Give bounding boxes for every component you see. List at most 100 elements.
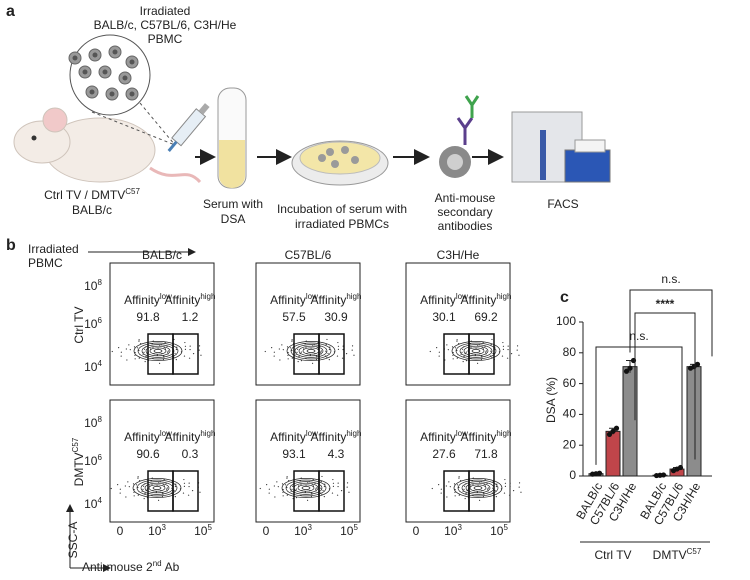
scatter-dot	[133, 491, 135, 493]
scatter-dot	[191, 490, 194, 492]
scatter-dot	[474, 354, 476, 356]
gate	[318, 470, 345, 512]
scatter-dot	[137, 476, 139, 478]
gate-value: 30.1	[432, 310, 456, 324]
text-part: Ctrl TV / DMTV	[44, 188, 125, 202]
scatter-dot	[273, 485, 275, 487]
scatter-dot	[310, 496, 313, 498]
text-part: Affinity	[420, 293, 456, 307]
scatter-dot	[289, 347, 292, 349]
scatter-dot	[328, 348, 330, 351]
scatter-dot	[189, 345, 191, 347]
panel-label: c	[560, 289, 569, 306]
scatter-dot	[321, 475, 323, 478]
superscript: high	[200, 292, 215, 301]
text-part: Anti-mouse 2	[82, 560, 153, 574]
scatter-dot	[286, 476, 288, 478]
text-part: Affinity	[420, 430, 456, 444]
scatter-dot	[327, 352, 329, 355]
text-part: 10	[84, 360, 98, 374]
superscript: 3	[307, 523, 312, 532]
scatter-dot	[286, 477, 288, 479]
scatter-dot	[453, 483, 456, 485]
superscript: 6	[97, 316, 102, 325]
superscript: 6	[97, 453, 102, 462]
scatter-dot	[199, 491, 201, 493]
label: Incubation of serum with	[277, 202, 407, 216]
syringe-icon	[167, 103, 210, 152]
cell-nucleus	[112, 49, 118, 55]
scatter-dot	[337, 485, 339, 488]
label: secondary	[437, 205, 492, 219]
text-part: 10	[294, 524, 308, 538]
scatter-dot	[189, 348, 191, 351]
scatter-dot	[504, 485, 507, 487]
gate	[318, 333, 345, 375]
superscript: C57	[687, 547, 702, 556]
scatter-dot	[273, 355, 275, 357]
text-part: 10	[194, 524, 208, 538]
cell	[351, 156, 359, 164]
text-part: Ctrl TV	[72, 306, 86, 343]
superscript: high	[200, 429, 215, 438]
data-point	[606, 431, 613, 438]
scatter-dot	[184, 345, 187, 347]
contour	[451, 341, 501, 361]
scatter-dot	[282, 491, 284, 493]
plot-frame	[255, 262, 361, 386]
text-part: 10	[84, 497, 98, 511]
y-tick-label: 108	[84, 415, 102, 431]
scatter-dot	[129, 349, 131, 351]
gate-label: Affinityhigh	[461, 429, 512, 445]
scatter-dot	[495, 485, 497, 488]
scatter-dot	[465, 492, 467, 495]
scatter-dot	[518, 486, 520, 488]
contour	[453, 478, 503, 498]
gate-label: Affinitylow	[270, 429, 318, 445]
scatter-dot	[300, 351, 302, 353]
text-part: Affinity	[165, 430, 201, 444]
scatter-dot	[174, 485, 176, 488]
scatter-dot	[311, 362, 314, 364]
scatter-dot	[188, 485, 190, 488]
superscript: 5	[353, 523, 358, 532]
superscript: 8	[97, 278, 102, 287]
y-tick-label: 104	[84, 359, 102, 375]
contour	[465, 482, 491, 494]
gate-value: 90.6	[136, 447, 160, 461]
scatter-dot	[176, 346, 178, 348]
scatter-dot	[187, 494, 190, 496]
scatter-dot	[321, 493, 323, 495]
gate-label: Affinityhigh	[165, 429, 216, 445]
scatter-dot	[351, 345, 354, 347]
y-tick-label: 106	[84, 453, 102, 469]
facs-icon	[511, 111, 611, 183]
superscript: high	[346, 292, 361, 301]
scatter-dot	[183, 478, 185, 481]
scatter-dot	[158, 362, 161, 364]
scatter-dot	[348, 491, 350, 493]
scatter-dot	[188, 357, 191, 359]
scatter-dot	[128, 486, 130, 488]
superscript: 8	[97, 415, 102, 424]
scatter-dot	[296, 351, 298, 353]
y-tick-label: 106	[84, 316, 102, 332]
gate-label: Affinityhigh	[311, 292, 362, 308]
scatter-dot	[325, 350, 327, 352]
scatter-dot	[119, 488, 121, 490]
plot-frame	[109, 262, 215, 386]
scatter-dot	[117, 484, 119, 486]
scatter-dot	[143, 497, 145, 500]
scatter-dot	[445, 485, 447, 487]
contour	[463, 345, 489, 357]
scatter-dot	[315, 359, 318, 361]
bar	[605, 430, 621, 477]
scatter-dot	[284, 484, 287, 486]
scatter-dot	[282, 349, 284, 351]
text-part: Affinity	[311, 430, 347, 444]
text-part: Affinity	[165, 293, 201, 307]
scatter-dot	[125, 496, 127, 498]
scatter-dot	[171, 487, 173, 489]
scatter-dot	[145, 355, 147, 358]
scatter-dot	[125, 348, 127, 350]
